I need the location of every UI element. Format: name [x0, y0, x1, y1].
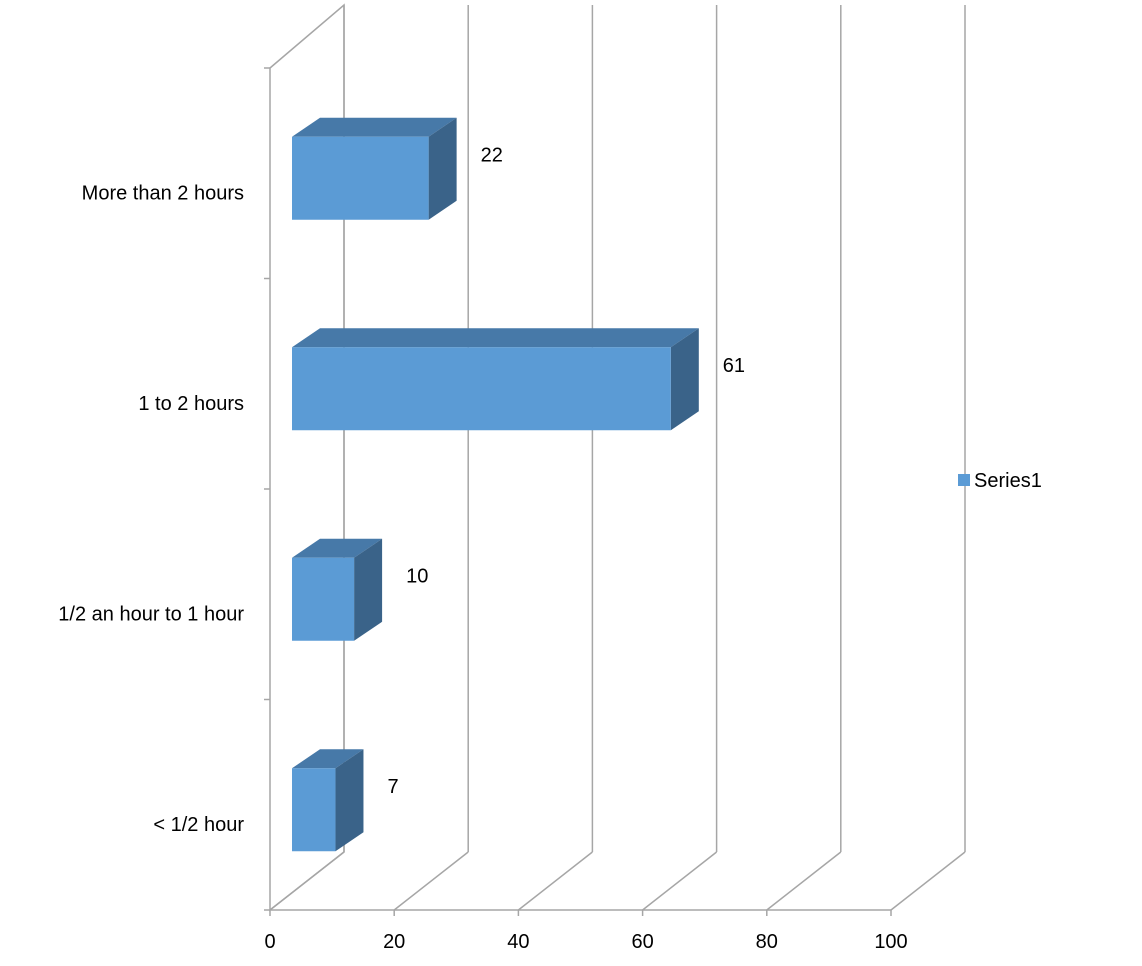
bar-2: [292, 347, 671, 430]
category-label-3: More than 2 hours: [82, 182, 244, 204]
bar-0: [292, 768, 335, 851]
category-label-2: 1 to 2 hours: [138, 393, 244, 415]
data-label-0: 7: [387, 776, 398, 798]
floor-line-20: [394, 852, 468, 910]
labels-layer: 0 20 40 60 80 100 7 < 1/2 hour 10 1/2 an hour to …: [58, 144, 907, 953]
legend-label-series1: Series1: [974, 470, 1042, 492]
x-tick-label-40: 40: [507, 931, 529, 953]
floor-line-0: [270, 852, 344, 910]
bar-top-2: [292, 328, 699, 347]
category-label-1: 1/2 an hour to 1 hour: [58, 603, 244, 625]
legend: Series1: [958, 470, 1042, 492]
bar-3: [292, 137, 429, 220]
legend-swatch-series1: [958, 474, 970, 486]
data-label-1: 10: [406, 565, 428, 587]
floor-line-60: [643, 852, 717, 910]
category-label-0: < 1/2 hour: [153, 814, 244, 836]
x-tick-label-100: 100: [874, 931, 907, 953]
bars-layer: [292, 118, 699, 852]
floor-line-100: [891, 852, 965, 910]
x-tick-label-0: 0: [264, 931, 275, 953]
x-tick-label-80: 80: [756, 931, 778, 953]
x-tick-label-60: 60: [631, 931, 653, 953]
floor-line-80: [767, 852, 841, 910]
bar-1: [292, 558, 354, 641]
data-label-2: 61: [723, 355, 745, 377]
floor-line-40: [518, 852, 592, 910]
x-tick-label-20: 20: [383, 931, 405, 953]
bar-top-3: [292, 118, 457, 137]
data-label-3: 22: [481, 144, 503, 166]
